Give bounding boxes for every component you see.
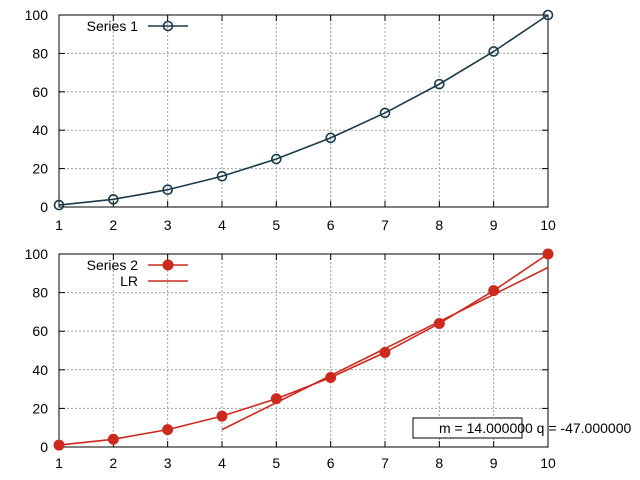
annotation-box (412, 417, 523, 439)
data-point (162, 184, 173, 196)
legend-marker (162, 20, 174, 32)
x-tick-label: 3 (164, 455, 172, 471)
y-tick-label: 80 (32, 45, 48, 61)
data-point (542, 248, 554, 260)
x-tick-label: 2 (109, 455, 117, 471)
data-point (107, 433, 119, 445)
legend-marker (162, 259, 174, 271)
x-tick-label: 1 (55, 217, 63, 233)
data-point (216, 410, 228, 422)
y-tick-label: 20 (32, 400, 48, 416)
legend-label: Series 2 (87, 257, 139, 273)
y-tick-label: 100 (25, 7, 49, 23)
plot-frame (58, 14, 549, 208)
x-tick-label: 4 (218, 455, 226, 471)
x-tick-label: 7 (381, 455, 389, 471)
x-tick-label: 5 (272, 455, 280, 471)
x-tick-label: 3 (164, 217, 172, 233)
y-tick-label: 40 (32, 362, 48, 378)
y-tick-label: 100 (25, 246, 49, 262)
y-tick-label: 60 (32, 84, 48, 100)
series-line (221, 266, 549, 431)
y-tick-label: 20 (32, 161, 48, 177)
annotation-text: m = 14.000000 q = -47.000000 (439, 420, 631, 436)
series-1-1 (53, 9, 554, 211)
data-point (325, 132, 336, 144)
series-2-2 (221, 266, 549, 431)
data-point (162, 424, 174, 436)
x-tick-label: 8 (435, 217, 443, 233)
x-tick-label: 8 (435, 455, 443, 471)
x-tick-label: 6 (327, 455, 335, 471)
data-point (542, 9, 554, 21)
x-tick-label: 1 (55, 455, 63, 471)
data-point (434, 78, 445, 90)
y-tick-label: 40 (32, 122, 48, 138)
x-tick-label: 10 (540, 217, 556, 233)
series-line (58, 14, 549, 206)
y-tick-label: 60 (32, 323, 48, 339)
data-point (53, 439, 65, 451)
x-tick-label: 4 (218, 217, 226, 233)
data-point (379, 107, 391, 119)
grid (59, 15, 548, 207)
y-tick-label: 0 (40, 199, 48, 215)
y-tick-label: 80 (32, 285, 48, 301)
data-point (53, 199, 65, 211)
x-tick-label: 2 (109, 217, 117, 233)
plot-frame (58, 253, 549, 448)
x-tick-label: 9 (490, 455, 498, 471)
x-tick-label: 10 (540, 455, 556, 471)
data-point (216, 170, 228, 182)
data-point (271, 153, 282, 165)
x-tick-label: 6 (327, 217, 335, 233)
legend-label: Series 1 (87, 18, 139, 34)
legend-label: LR (120, 273, 138, 289)
x-tick-label: 5 (272, 217, 280, 233)
data-point (108, 194, 119, 205)
series-line (58, 253, 549, 446)
x-tick-label: 9 (490, 217, 498, 233)
x-tick-label: 7 (381, 217, 389, 233)
data-point (488, 46, 499, 57)
y-tick-label: 0 (40, 439, 48, 455)
